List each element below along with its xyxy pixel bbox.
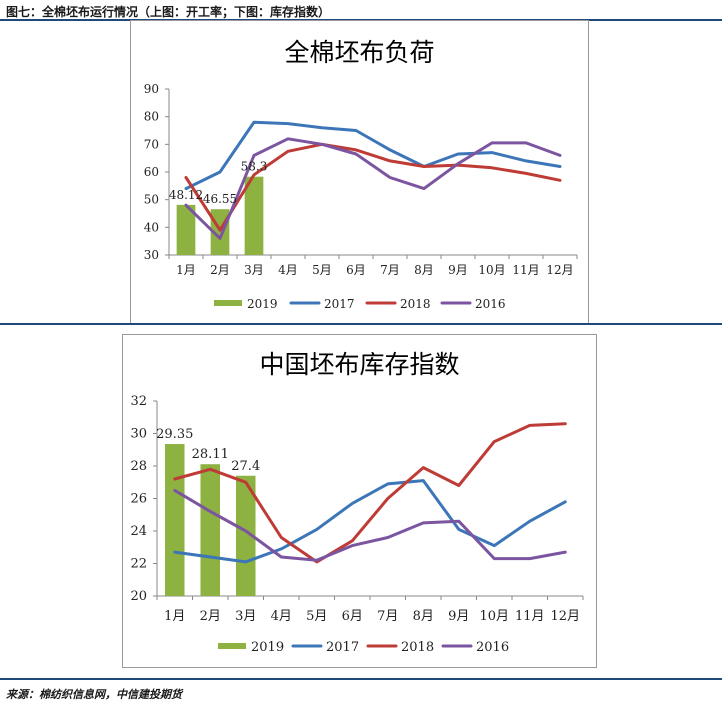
y-tick-label: 30: [130, 427, 147, 442]
chart-frame-top: 全棉坯布负荷 30 40 50 60 70 80 90 1月 2月 3月 4月 5月 6月 7月 8月 9月 10…: [130, 20, 589, 325]
series-line-2017: [184, 120, 562, 191]
x-tick-label: 9月: [448, 263, 468, 277]
legend-label-2017: 2017: [326, 640, 359, 655]
x-tick-label: 2月: [210, 263, 230, 277]
x-tick-label: 5月: [312, 263, 332, 277]
x-tick-label: 10月: [478, 263, 505, 277]
y-tick-label: 26: [130, 492, 147, 507]
chart-title: 中国坯布库存指数: [259, 350, 459, 379]
x-tick-label: 3月: [244, 263, 264, 277]
series-line-2016: [184, 137, 562, 240]
y-tick-label: 32: [130, 394, 147, 409]
bar-2019: [200, 464, 221, 596]
source-note: 来源：棉纺织信息网，中信建投期货: [6, 688, 182, 701]
x-tick-label: 5月: [306, 609, 327, 624]
bar-data-label: 58.3: [241, 160, 268, 174]
chart-title: 全棉坯布负荷: [284, 38, 434, 67]
inventory-index-chart: 中国坯布库存指数 20 22 24 26 28 30 32 1月 2月 3月 4月 5月 6月 7月 8月 9月…: [130, 350, 584, 655]
x-tick-label: 11月: [515, 609, 545, 624]
x-tick-label: 3月: [235, 609, 256, 624]
y-tick-label: 90: [144, 82, 159, 96]
x-tick-label: 10月: [479, 609, 509, 624]
figure-title: 图七：全棉坯布运行情况（上图：开工率；下图：库存指数）: [6, 5, 331, 19]
x-tick-label: 2月: [200, 609, 221, 624]
legend-swatch-2019: [218, 643, 246, 649]
legend-label-2018: 2018: [401, 640, 434, 655]
legend-swatch-2019: [214, 300, 242, 306]
series-line-2017: [173, 479, 567, 564]
bar-data-label: 28.11: [192, 447, 229, 462]
middle-rule: [0, 323, 722, 325]
bar-2019: [176, 204, 196, 255]
x-tick-label: 4月: [278, 263, 298, 277]
bar-data-label: 29.35: [156, 427, 193, 442]
y-tick-label: 20: [130, 589, 147, 604]
legend-label-2019: 2019: [251, 640, 284, 655]
load-rate-chart: 全棉坯布负荷 30 40 50 60 70 80 90 1月 2月 3月 4月 5月 6月 7月 8月 9月 10…: [144, 38, 578, 311]
x-tick-label: 7月: [377, 609, 398, 624]
y-tick-label: 28: [130, 459, 147, 474]
y-tick-label: 60: [144, 165, 159, 179]
bar-data-label: 48.12: [169, 188, 203, 202]
bar-2019: [244, 176, 264, 255]
bottom-rule: [0, 678, 722, 680]
legend-label-2016: 2016: [475, 297, 506, 311]
x-tick-label: 8月: [413, 609, 434, 624]
y-tick-label: 50: [144, 193, 159, 207]
y-tick-label: 80: [144, 110, 159, 124]
x-tick-label: 4月: [271, 609, 292, 624]
legend-label-2017: 2017: [324, 297, 355, 311]
x-tick-label: 12月: [546, 263, 573, 277]
bar-data-label: 27.4: [231, 459, 260, 474]
x-tick-label: 9月: [448, 609, 469, 624]
x-tick-label: 12月: [550, 609, 580, 624]
bar-2019: [164, 444, 185, 596]
legend-label-2018: 2018: [400, 297, 431, 311]
x-tick-label: 1月: [164, 609, 185, 624]
bar-2019: [235, 475, 256, 596]
x-tick-label: 6月: [346, 263, 366, 277]
series-line-2018: [173, 422, 567, 564]
bar-data-label: 46.55: [203, 192, 237, 206]
chart-frame-bottom: 中国坯布库存指数 20 22 24 26 28 30 32 1月 2月 3月 4月 5月 6月 7月 8月 9月…: [122, 334, 597, 668]
x-tick-label: 8月: [414, 263, 434, 277]
series-line-2018: [184, 142, 562, 232]
y-tick-label: 22: [130, 557, 147, 572]
y-tick-label: 30: [144, 248, 159, 262]
y-tick-label: 40: [144, 220, 159, 234]
y-tick-label: 24: [130, 524, 147, 539]
x-tick-label: 7月: [380, 263, 400, 277]
legend-label-2016: 2016: [476, 640, 509, 655]
legend-label-2019: 2019: [247, 297, 278, 311]
x-tick-label: 1月: [176, 263, 196, 277]
y-tick-label: 70: [144, 137, 159, 151]
series-line-2016: [173, 488, 567, 562]
x-tick-label: 6月: [342, 609, 363, 624]
x-tick-label: 11月: [512, 263, 539, 277]
